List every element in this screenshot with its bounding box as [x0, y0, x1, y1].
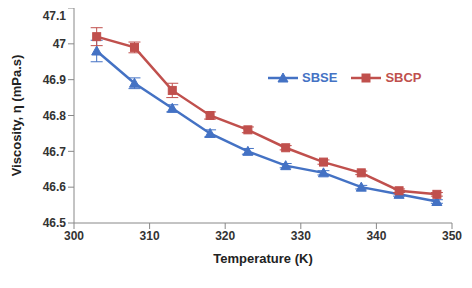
svg-text:46.7: 46.7 [43, 145, 67, 159]
svg-text:340: 340 [366, 229, 386, 243]
svg-text:Viscosity, η (mPa.s): Viscosity, η (mPa.s) [9, 55, 24, 177]
svg-text:350: 350 [442, 229, 462, 243]
html-text:SBSE: SBSE [302, 70, 338, 85]
svg-text:320: 320 [215, 229, 235, 243]
svg-text:46.5: 46.5 [43, 216, 67, 230]
svg-text:47.1: 47.1 [43, 9, 67, 23]
svg-text:47: 47 [53, 37, 67, 51]
svg-text:46.9: 46.9 [43, 73, 67, 87]
svg-text:Temperature (K): Temperature (K) [213, 251, 312, 266]
svg-text:300: 300 [64, 229, 84, 243]
svg-text:310: 310 [140, 229, 160, 243]
svg-text:46.8: 46.8 [43, 109, 67, 123]
html-text:SBCP: SBCP [385, 70, 422, 85]
svg-text:330: 330 [291, 229, 311, 243]
svg-text:46.6: 46.6 [43, 180, 67, 194]
